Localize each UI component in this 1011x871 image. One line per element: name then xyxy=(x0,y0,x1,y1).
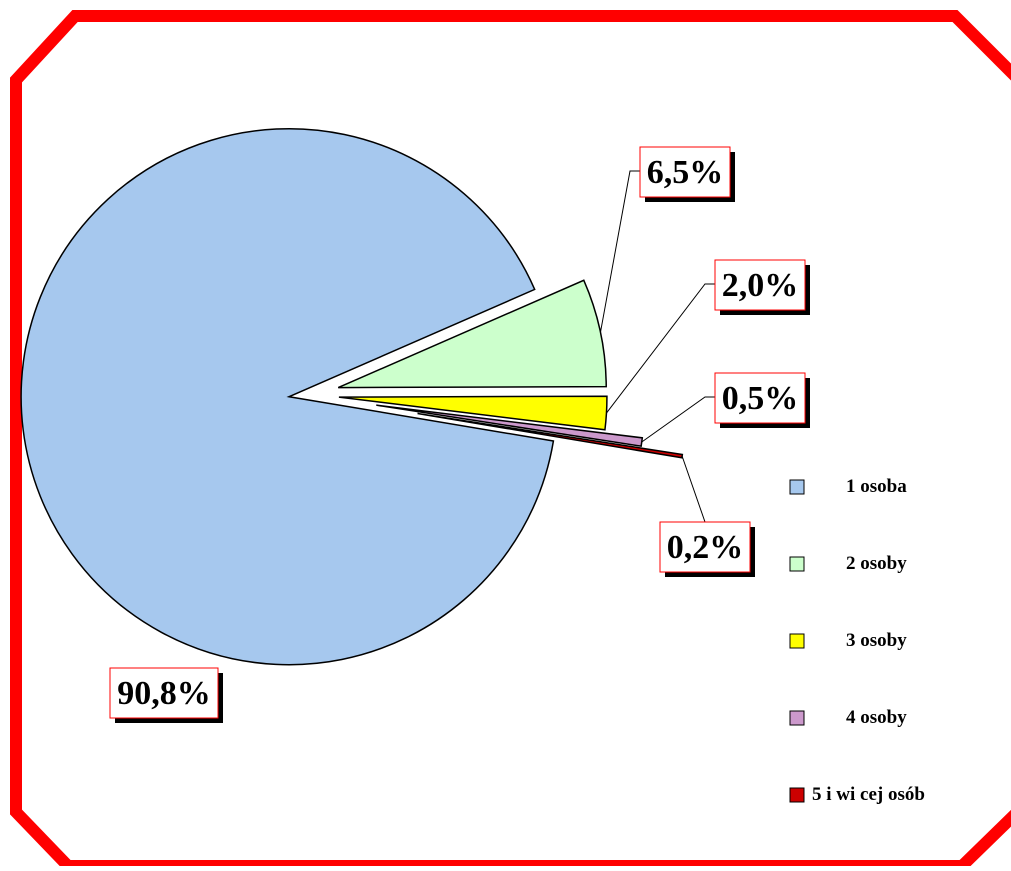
leader-line-3 xyxy=(606,283,715,414)
label-box xyxy=(714,259,806,311)
data-label-text: 0,5% xyxy=(722,380,799,417)
legend-swatch xyxy=(789,787,805,803)
legend: 1 osoba 2 osoby 3 osoby 4 osoby 5 i wi cej o… xyxy=(789,476,925,805)
legend-label: 3 osoby xyxy=(846,630,907,651)
data-label-text: 6,5% xyxy=(647,154,724,191)
data-label-text: 2,0% xyxy=(722,267,799,304)
label-box xyxy=(659,521,751,573)
legend-swatch xyxy=(789,479,805,495)
leader-line-5 xyxy=(660,455,706,523)
legend-item-1: 1 osoba xyxy=(789,476,907,497)
leader-line-2 xyxy=(599,170,640,333)
pie-slices xyxy=(20,127,684,666)
data-label-3: 2,0% xyxy=(714,259,810,315)
legend-label: 5 i wi cej osób xyxy=(812,784,925,805)
legend-item-3: 3 osoby xyxy=(789,630,907,651)
data-label-4: 0,5% xyxy=(714,372,810,428)
label-box xyxy=(639,146,731,198)
legend-label: 2 osoby xyxy=(846,553,907,574)
label-box xyxy=(714,372,806,424)
legend-swatch xyxy=(789,556,805,572)
legend-item-4: 4 osoby xyxy=(789,707,907,728)
data-label-5: 0,2% xyxy=(659,521,755,577)
legend-swatch xyxy=(789,710,805,726)
legend-label: 1 osoba xyxy=(846,476,907,497)
legend-item-2: 2 osoby xyxy=(789,553,907,574)
legend-item-5: 5 i wi cej osób xyxy=(789,784,925,805)
pie-slice-1 xyxy=(20,127,555,666)
leader-lines xyxy=(599,170,715,523)
data-labels: 90,8% 6,5% 2,0% 0,5% 0,2% xyxy=(109,146,810,723)
data-label-2: 6,5% xyxy=(639,146,735,202)
data-label-1: 90,8% xyxy=(109,667,223,723)
label-box xyxy=(109,667,219,719)
leader-line-4 xyxy=(641,396,715,443)
data-label-text: 90,8% xyxy=(117,675,211,712)
data-label-text: 0,2% xyxy=(667,529,744,566)
pie-slice-2 xyxy=(337,279,607,389)
pie-slice-5 xyxy=(417,412,684,459)
legend-label: 4 osoby xyxy=(846,707,907,728)
legend-swatch xyxy=(789,633,805,649)
pie-slice-3 xyxy=(338,395,608,431)
chart-frame xyxy=(10,10,1011,866)
